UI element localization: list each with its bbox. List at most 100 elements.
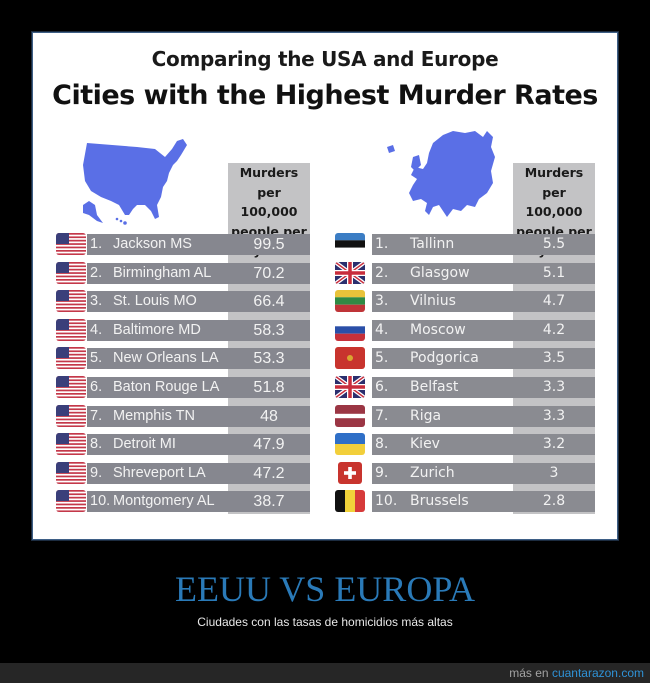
city-name: Birmingham AL (113, 264, 212, 281)
usa-map-icon (83, 139, 187, 225)
city-bar: 1. Jackson MS (87, 234, 228, 255)
usa-flag-icon (56, 347, 86, 370)
rank-label: 8. (90, 436, 103, 453)
rank-label: 3. (90, 293, 103, 310)
city-bar: 4. Moscow (372, 319, 513, 341)
rank-label: 9. (375, 464, 389, 481)
city-name: St. Louis MO (113, 293, 197, 310)
murder-rate-value: 47.2 (228, 462, 310, 484)
caption-subtitle: Ciudades con las tasas de homicidios más… (197, 615, 453, 629)
rank-label: 1. (90, 236, 103, 252)
city-name: Tallinn (410, 236, 455, 252)
rank-label: 5. (90, 350, 103, 367)
city-bar: 6. Baton Rouge LA (87, 377, 228, 398)
murder-rate-value: 47.9 (228, 434, 310, 456)
murder-rate-value: 3.3 (513, 377, 595, 398)
city-bar: 7. Riga (372, 405, 513, 427)
murder-rate-value: 70.2 (228, 262, 310, 284)
rank-label: 4. (90, 321, 103, 338)
murder-rate-value: 58.3 (228, 319, 310, 341)
city-bar: 8. Kiev (372, 434, 513, 456)
belgium-flag-icon (335, 490, 365, 513)
murder-rate-value: 3.2 (513, 434, 595, 456)
infographic: Comparing the USA and Europe Cities with… (35, 35, 615, 537)
city-name: Baton Rouge LA (113, 379, 220, 395)
estonia-flag-icon (335, 233, 365, 255)
rank-label: 1. (375, 236, 389, 252)
city-bar: 9. Zurich (372, 462, 513, 484)
rank-label: 2. (90, 264, 103, 281)
usa-panel: Murders per 100,000 people per year 1.Ja… (35, 35, 325, 537)
city-name: Podgorica (410, 350, 479, 367)
table-row: 10. Montgomery AL 38.7 (35, 490, 325, 513)
rank-label: 3. (375, 293, 389, 310)
city-name: Detroit MI (113, 436, 176, 453)
table-row: 6. Belfast 3.3 (333, 376, 623, 398)
infographic-frame: Comparing the USA and Europe Cities with… (31, 31, 619, 541)
switzerland-flag-icon (335, 461, 365, 484)
lithuania-flag-icon (335, 290, 365, 313)
city-bar: 2. Birmingham AL (87, 262, 228, 284)
city-bar: 3. Vilnius (372, 291, 513, 313)
murder-rate-value: 2.8 (513, 491, 595, 513)
murder-rate-value: 48 (228, 405, 310, 427)
column-header-line: Murders per (239, 165, 299, 200)
caption-title: EEUU VS EUROPA (174, 569, 476, 609)
murder-rate-value: 4.7 (513, 291, 595, 313)
city-bar: 9. Shreveport LA (87, 462, 228, 484)
murder-rate-value: 51.8 (228, 377, 310, 398)
table-row: 1. Jackson MS 99.5 (35, 233, 325, 255)
usa-flag-icon (56, 318, 86, 341)
murder-rate-value: 3.5 (513, 348, 595, 370)
table-row: 2. Birmingham AL 70.2 (35, 261, 325, 284)
europe-panel: Murders per 100,000 people per year 1.Ta… (333, 35, 623, 537)
city-name: Zurich (410, 464, 455, 481)
site-link[interactable]: cuantarazon.com (551, 666, 644, 680)
table-row: 3. Vilnius 4.7 (333, 290, 623, 313)
usa-flag-icon (56, 404, 86, 427)
table-row: 8. Kiev 3.2 (333, 433, 623, 456)
murder-rate-value: 66.4 (228, 291, 310, 313)
city-name: Baltimore MD (113, 321, 201, 338)
table-row: 1. Tallinn 5.5 (333, 233, 623, 255)
table-row: 10. Brussels 2.8 (333, 490, 623, 513)
city-name: Shreveport LA (113, 464, 206, 481)
table-row: 8. Detroit MI 47.9 (35, 433, 325, 456)
uk-flag-icon (335, 376, 365, 398)
rank-label: 8. (375, 436, 389, 453)
table-row: 7. Riga 3.3 (333, 404, 623, 427)
table-row: 9. Zurich 3 (333, 461, 623, 484)
murder-rate-value: 3.3 (513, 405, 595, 427)
city-name: Vilnius (410, 293, 456, 310)
murder-rate-value: 4.2 (513, 319, 595, 341)
table-row: 4. Baltimore MD 58.3 (35, 318, 325, 341)
city-bar: 3. St. Louis MO (87, 291, 228, 313)
ukraine-flag-icon (335, 433, 365, 456)
uk-flag-icon (335, 261, 365, 284)
murder-rate-value: 5.5 (513, 234, 595, 255)
city-bar: 7. Memphis TN (87, 405, 228, 427)
city-bar: 10. Montgomery AL (87, 491, 228, 513)
table-row: 9. Shreveport LA 47.2 (35, 461, 325, 484)
murder-rate-value: 5.1 (513, 262, 595, 284)
usa-flag-icon (56, 261, 86, 284)
murder-rate-value: 3 (513, 462, 595, 484)
russia-flag-icon (335, 318, 365, 341)
rank-label: 6. (375, 379, 389, 395)
europe-map-icon (387, 131, 495, 217)
usa-flag-icon (56, 461, 86, 484)
footer-bar: más en cuantarazon.com (0, 663, 650, 683)
city-bar: 5. Podgorica (372, 348, 513, 370)
city-bar: 5. New Orleans LA (87, 348, 228, 370)
murder-rate-value: 38.7 (228, 491, 310, 513)
infographic-subtitle: Comparing the USA and Europe (151, 47, 499, 71)
city-bar: 6. Belfast (372, 377, 513, 398)
rank-label: 2. (375, 264, 389, 281)
rank-label: 6. (90, 379, 103, 395)
city-name: Memphis TN (113, 407, 195, 424)
column-header-line: 100,000 (525, 204, 583, 219)
table-row: 4. Moscow 4.2 (333, 318, 623, 341)
city-bar: 4. Baltimore MD (87, 319, 228, 341)
rank-label: 7. (375, 407, 389, 424)
city-name: Montgomery AL (113, 493, 215, 510)
